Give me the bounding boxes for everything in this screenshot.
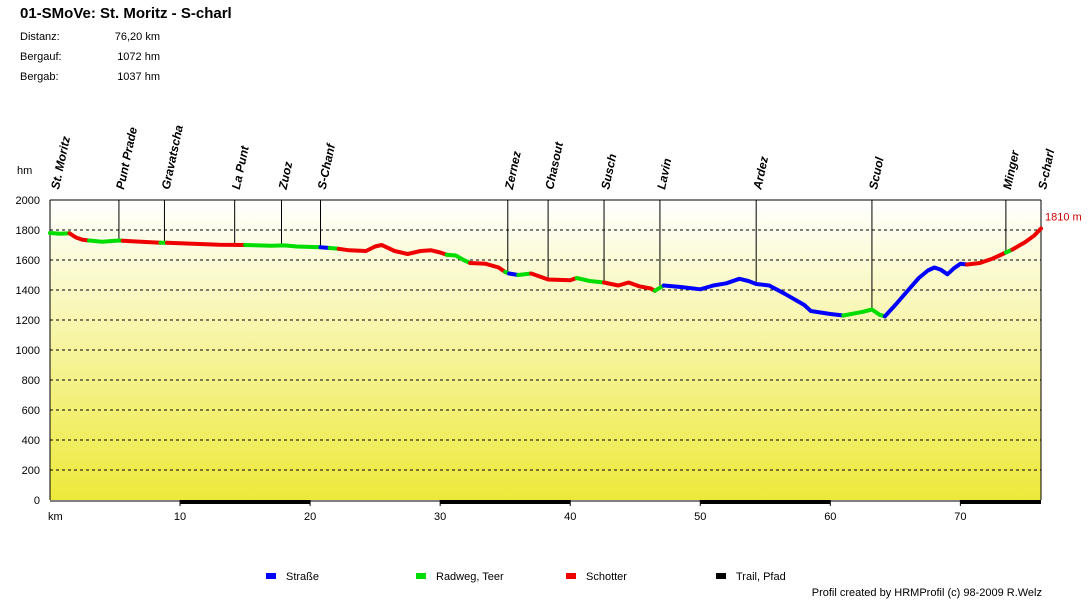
plot-area (50, 200, 1041, 500)
x-tick-label: 10 (174, 511, 186, 523)
x-tick-label: 50 (694, 511, 706, 523)
descent-value: 1037 hm (117, 71, 160, 83)
elevation-segment-schotter (964, 250, 1008, 267)
elevation-segment-radweg (574, 276, 606, 285)
legend-label: Radweg, Teer (436, 571, 504, 583)
y-axis-label: hm (17, 165, 32, 177)
legend-swatch (716, 573, 726, 579)
elevation-segment-strasse (661, 276, 846, 318)
elevation-segment-schotter (602, 280, 657, 293)
legend-swatch (266, 573, 276, 579)
elevation-segment-schotter (165, 240, 248, 247)
x-axis-bar (960, 500, 1041, 504)
x-tick-label: 70 (954, 511, 966, 523)
elevation-segment-radweg (841, 307, 887, 319)
x-axis-label: km (48, 511, 63, 523)
elevation-segment-schotter (529, 271, 579, 283)
elevation-segment-radweg (87, 238, 125, 244)
elevation-segment-schotter (120, 238, 163, 245)
waypoint-label: S-Chanf (315, 142, 338, 191)
y-tick-label: 2000 (16, 195, 40, 207)
waypoint-label: Lavin (654, 157, 674, 191)
x-axis-bar (440, 500, 571, 504)
y-tick-label: 400 (22, 435, 40, 447)
distance-label: Distanz: (20, 31, 60, 43)
waypoint-label: Susch (598, 152, 619, 190)
legend-label: Schotter (586, 571, 627, 583)
y-tick-label: 600 (22, 405, 40, 417)
legend-label: Straße (286, 571, 319, 583)
waypoint-label: Zuoz (276, 160, 296, 191)
waypoint-label: Zernez (502, 150, 524, 192)
elevation-segment-strasse (882, 261, 969, 319)
legend-label: Trail, Pfad (736, 571, 786, 583)
y-tick-label: 0 (34, 495, 40, 507)
x-axis-bar (700, 500, 831, 504)
y-tick-label: 200 (22, 465, 40, 477)
y-tick-label: 1400 (16, 285, 40, 297)
x-tick-label: 30 (434, 511, 446, 523)
elevation-segment-radweg (48, 231, 72, 236)
elevation-segment-schotter (67, 231, 91, 243)
x-axis-bar (180, 500, 311, 504)
elevation-segment-radweg (243, 243, 323, 250)
chart-title: 01-SMoVe: St. Moritz - S-charl (20, 5, 232, 22)
credit-text: Profil created by HRMProfil (c) 98-2009 … (811, 587, 1042, 599)
ascent-label: Bergauf: (20, 51, 62, 63)
x-tick-label: 20 (304, 511, 316, 523)
y-tick-label: 1800 (16, 225, 40, 237)
end-elevation-label: 1810 m (1045, 212, 1082, 224)
elevation-segment-schotter (1010, 226, 1043, 252)
y-tick-label: 1600 (16, 255, 40, 267)
ascent-value: 1072 hm (117, 51, 160, 63)
x-tick-label: 40 (564, 511, 576, 523)
waypoint-label: St. Moritz (48, 135, 73, 191)
y-tick-label: 1200 (16, 315, 40, 327)
waypoint-label: S-charl (1035, 147, 1057, 190)
elevation-segment-schotter (336, 243, 449, 257)
legend-swatch (416, 573, 426, 579)
x-tick-label: 60 (824, 511, 836, 523)
elevation-segment-radweg (516, 271, 534, 277)
distance-value: 76,20 km (114, 31, 160, 43)
waypoint-label: Chasout (542, 140, 566, 191)
waypoint-label: Punt Prade (113, 125, 140, 190)
waypoint-label: Scuol (866, 155, 887, 191)
elevation-segment-radweg (444, 252, 473, 265)
descent-label: Bergab: (20, 71, 59, 83)
y-tick-label: 1000 (16, 345, 40, 357)
legend-swatch (566, 573, 576, 579)
waypoint-label: Minger (1000, 148, 1022, 191)
waypoint-label: La Punt (229, 144, 252, 191)
y-tick-label: 800 (22, 375, 40, 387)
waypoint-label: Gravatscha (159, 123, 186, 190)
waypoint-label: Ardez (750, 155, 771, 192)
elevation-segment-schotter (468, 261, 508, 274)
